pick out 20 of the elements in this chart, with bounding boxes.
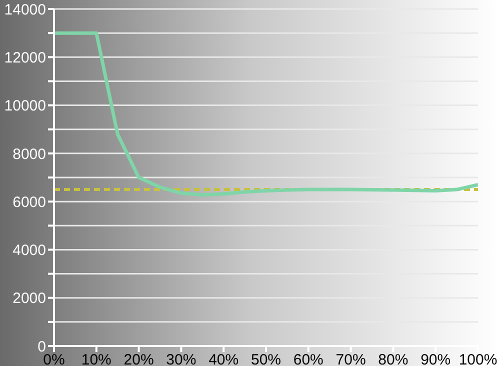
x-tick-label: 80% xyxy=(378,352,408,366)
x-tick-label: 20% xyxy=(124,352,154,366)
x-tick-label: 40% xyxy=(208,352,239,366)
y-tick-label: 0 xyxy=(38,338,46,356)
y-tick-label: 12000 xyxy=(4,49,46,66)
x-tick-label: 10% xyxy=(81,352,112,366)
x-tick-label: 70% xyxy=(336,352,366,366)
x-tick-label: 100% xyxy=(458,352,498,366)
y-tick-label: 6000 xyxy=(12,194,46,211)
x-tick-label: 50% xyxy=(250,352,282,366)
x-tick-label: 30% xyxy=(166,352,196,366)
x-tick-label: 60% xyxy=(293,352,324,366)
y-tick-label: 10000 xyxy=(4,98,46,115)
y-tick-label: 2000 xyxy=(12,290,46,308)
x-tick-label: 90% xyxy=(420,352,451,366)
y-tick-label: 8000 xyxy=(12,146,46,163)
x-tick-label: 0% xyxy=(43,352,65,366)
y-tick-label: 4000 xyxy=(12,242,46,260)
line-series xyxy=(54,31,478,197)
y-tick-label: 14000 xyxy=(4,1,46,18)
